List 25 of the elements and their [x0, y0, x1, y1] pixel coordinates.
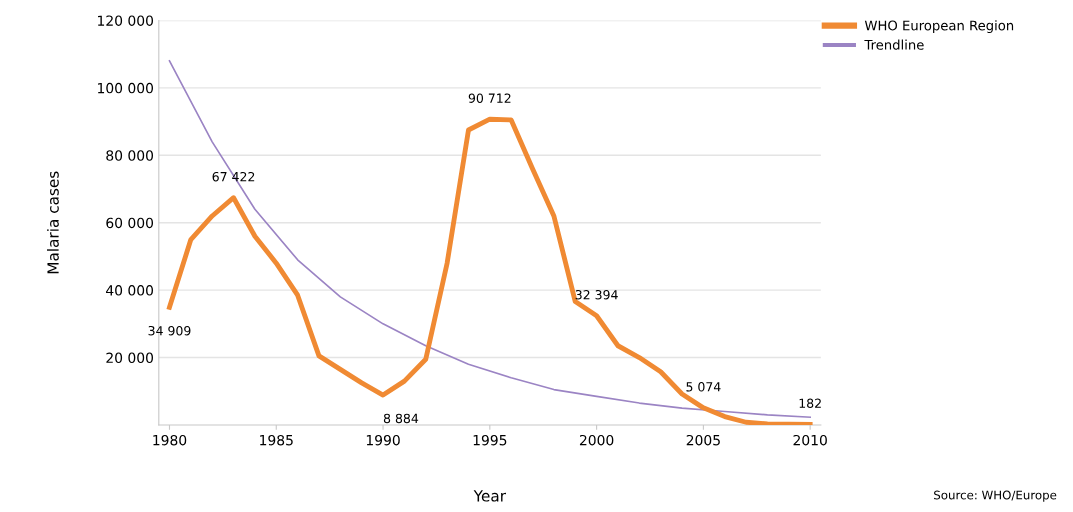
- data-label: 5 074: [686, 382, 721, 392]
- x-tick-label: 2010: [793, 434, 827, 446]
- y-tick-label: 80 000: [106, 150, 154, 161]
- data-label: 8 884: [383, 413, 419, 424]
- y-tick-label: 100 000: [98, 82, 154, 94]
- x-axis-title: Year: [473, 490, 506, 502]
- y-tick-label: 120 000: [98, 15, 154, 26]
- data-label: 67 422: [212, 171, 255, 182]
- y-tick-label: 60 000: [106, 217, 154, 229]
- source-note: Source: WHO/Europe: [934, 490, 1057, 502]
- data-label: 90 712: [468, 93, 511, 103]
- x-tick-label: 1990: [366, 434, 400, 446]
- legend-label: WHO European Region: [864, 20, 1014, 33]
- y-tick-label: 40 000: [106, 285, 154, 296]
- y-axis-title: Malaria cases: [47, 171, 59, 274]
- data-label: 34 909: [148, 325, 191, 336]
- x-tick-label: 2000: [579, 434, 614, 446]
- x-tick-label: 1985: [260, 434, 293, 446]
- x-tick-label: 1995: [473, 434, 507, 446]
- legend-label: Trendline: [864, 39, 924, 50]
- data-label: 32 394: [575, 290, 618, 300]
- data-label: 182: [799, 398, 821, 409]
- x-tick-label: 2005: [686, 434, 720, 446]
- y-tick-label: 20 000: [106, 352, 154, 364]
- x-tick-label: 1980: [153, 434, 187, 446]
